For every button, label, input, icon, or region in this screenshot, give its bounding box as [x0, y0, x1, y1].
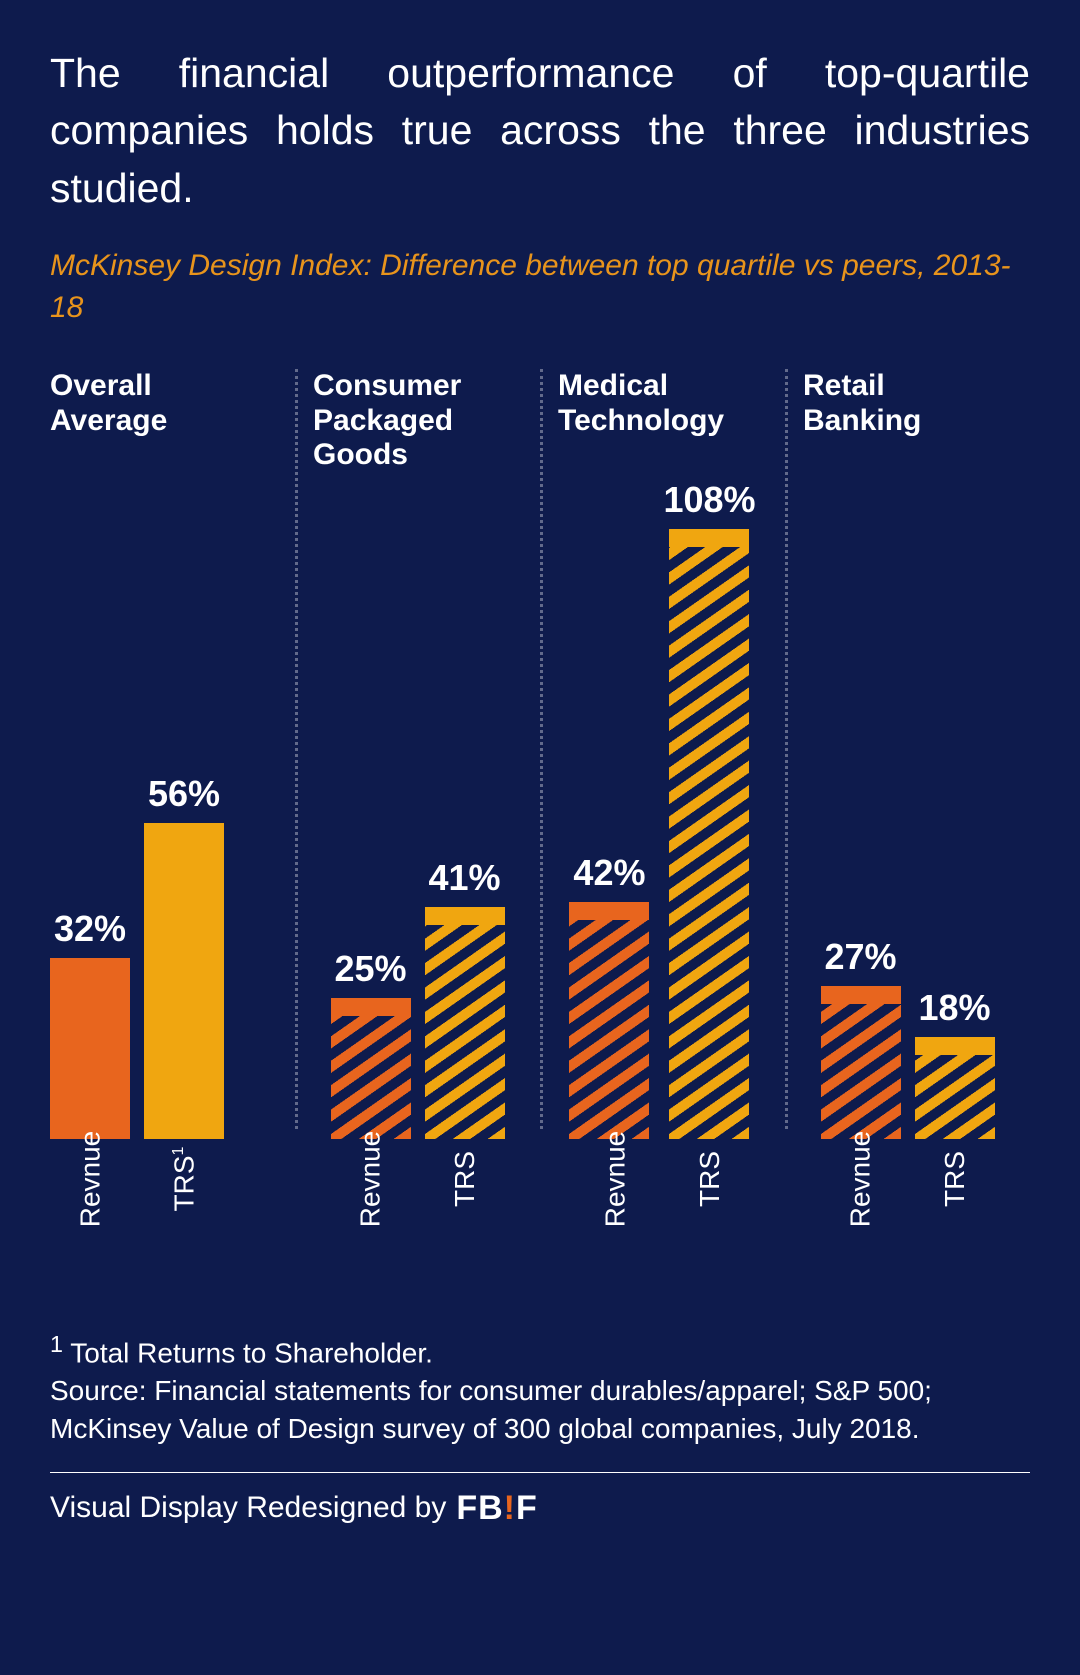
axis-label-text: TRS1 — [168, 1147, 200, 1212]
bar — [425, 907, 505, 1139]
bar-wrapper: 56% — [144, 773, 224, 1139]
bar-wrapper: 18% — [915, 987, 995, 1139]
bar-value-label: 27% — [824, 936, 896, 978]
axis-labels: Revnue TRS — [540, 1139, 785, 1299]
group-title: RetailBanking — [785, 369, 1030, 479]
footer-divider — [50, 1472, 1030, 1473]
axis-label-text: TRS — [694, 1151, 726, 1207]
bar-wrapper: 27% — [821, 936, 901, 1139]
axis-labels: Revnue TRS — [785, 1139, 1030, 1299]
bars-area: 32% 56% — [50, 479, 295, 1139]
bar-value-label: 25% — [334, 948, 406, 990]
bar-wrapper: 25% — [331, 948, 411, 1139]
bar — [331, 998, 411, 1139]
group-title: OverallAverage — [50, 369, 295, 479]
axis-label-text: Revnue — [845, 1131, 877, 1228]
footnote-line-3: McKinsey Value of Design survey of 300 g… — [50, 1410, 1030, 1448]
footnote-line-2: Source: Financial statements for consume… — [50, 1372, 1030, 1410]
axis-labels: Revnue TRS — [295, 1139, 540, 1299]
group-title: MedicalTechnology — [540, 369, 785, 479]
axis-label-text: TRS — [939, 1151, 971, 1207]
fbif-logo: FB!F — [456, 1489, 537, 1528]
bar-wrapper: 41% — [425, 857, 505, 1139]
footnote-block: 1 Total Returns to Shareholder. Source: … — [50, 1329, 1030, 1448]
bar-value-label: 56% — [148, 773, 220, 815]
bar-top-cap — [915, 1037, 995, 1055]
bar — [144, 823, 224, 1139]
bar — [50, 958, 130, 1139]
bars-area: 25% 41% — [295, 479, 540, 1139]
bar-top-cap — [669, 529, 749, 547]
group-title: ConsumerPackagedGoods — [295, 369, 540, 479]
chart-group: OverallAverage 32% 56% Revnue TRS1 — [50, 369, 295, 1299]
axis-label: Revnue — [50, 1139, 130, 1299]
chart-group: ConsumerPackagedGoods 25% 41% Revnue TRS — [295, 369, 540, 1299]
bars-area: 27% 18% — [785, 479, 1030, 1139]
axis-label: Revnue — [821, 1139, 901, 1299]
bars-area: 42% 108% — [540, 479, 785, 1139]
bar-top-cap — [331, 998, 411, 1016]
footnote-line-1: 1 Total Returns to Shareholder. — [50, 1329, 1030, 1372]
chart-container: OverallAverage 32% 56% Revnue TRS1 ConsumerPa… — [50, 369, 1030, 1299]
bar-value-label: 108% — [663, 479, 755, 521]
chart-group: RetailBanking 27% 18% Revnue TRS — [785, 369, 1030, 1299]
bar-value-label: 42% — [573, 852, 645, 894]
axis-label: Revnue — [331, 1139, 411, 1299]
footnote-sup: 1 — [50, 1331, 63, 1357]
bar-value-label: 32% — [54, 908, 126, 950]
bar-wrapper: 42% — [569, 852, 649, 1139]
bar-wrapper: 32% — [50, 908, 130, 1139]
bar-value-label: 18% — [918, 987, 990, 1029]
axis-label-text: Revnue — [74, 1131, 106, 1228]
bar-top-cap — [569, 902, 649, 920]
footer-text: Visual Display Redesigned by — [50, 1491, 446, 1525]
bar — [569, 902, 649, 1139]
axis-label: TRS — [670, 1139, 750, 1299]
bar-value-label: 41% — [428, 857, 500, 899]
bar-top-cap — [821, 986, 901, 1004]
axis-label-text: TRS — [449, 1151, 481, 1207]
chart-group: MedicalTechnology 42% 108% Revnue TRS — [540, 369, 785, 1299]
axis-label: TRS — [425, 1139, 505, 1299]
chart-title: The financial outperformance of top-quar… — [50, 45, 1030, 217]
axis-label: TRS — [915, 1139, 995, 1299]
axis-label: TRS1 — [144, 1139, 224, 1299]
bar — [821, 986, 901, 1139]
axis-labels: Revnue TRS1 — [50, 1139, 295, 1299]
bar-top-cap — [425, 907, 505, 925]
axis-label-text: Revnue — [600, 1131, 632, 1228]
bar-wrapper: 108% — [663, 479, 755, 1139]
bar — [669, 529, 749, 1139]
axis-label: Revnue — [576, 1139, 656, 1299]
footer: Visual Display Redesigned by FB!F — [50, 1489, 1030, 1528]
bar — [915, 1037, 995, 1139]
axis-label-text: Revnue — [355, 1131, 387, 1228]
chart-subtitle: McKinsey Design Index: Difference betwee… — [50, 245, 1030, 329]
